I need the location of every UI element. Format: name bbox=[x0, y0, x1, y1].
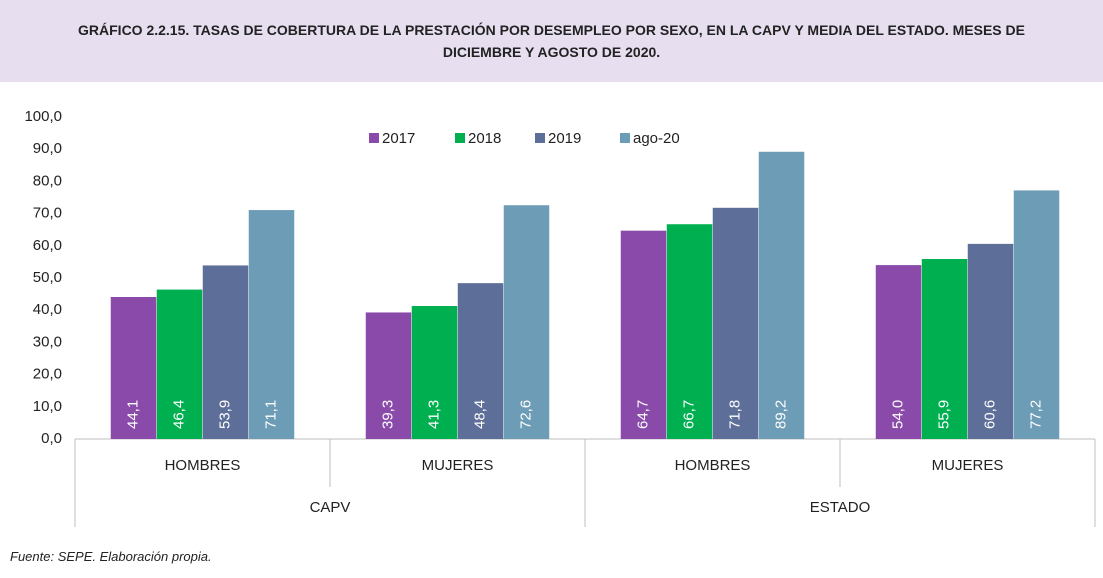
y-tick-label: 10,0 bbox=[33, 398, 62, 415]
x-tick-label: MUJERES bbox=[422, 457, 494, 474]
y-tick-label: 0,0 bbox=[41, 430, 62, 447]
bar bbox=[202, 265, 249, 439]
value-label: 71,1 bbox=[262, 400, 279, 429]
x-tick-label: HOMBRES bbox=[675, 457, 751, 474]
value-label: 89,2 bbox=[772, 400, 789, 429]
value-label: 60,6 bbox=[981, 400, 998, 429]
value-label: 41,3 bbox=[425, 400, 442, 429]
x-tick-label: HOMBRES bbox=[165, 457, 241, 474]
legend-swatch bbox=[369, 133, 379, 143]
y-tick-label: 100,0 bbox=[24, 108, 62, 125]
legend-swatch bbox=[455, 133, 465, 143]
bar bbox=[1013, 190, 1060, 439]
header-band: GRÁFICO 2.2.15. TASAS DE COBERTURA DE LA… bbox=[0, 0, 1103, 82]
legend-swatch bbox=[620, 133, 630, 143]
value-label: 66,7 bbox=[680, 400, 697, 429]
bar bbox=[411, 306, 458, 439]
value-label: 53,9 bbox=[216, 400, 233, 429]
bar bbox=[365, 312, 412, 439]
y-tick-label: 90,0 bbox=[33, 140, 62, 157]
bar bbox=[758, 151, 805, 439]
group-label: ESTADO bbox=[810, 499, 871, 516]
bar bbox=[503, 205, 550, 439]
value-label: 55,9 bbox=[935, 400, 952, 429]
bar bbox=[921, 259, 968, 439]
y-tick-label: 70,0 bbox=[33, 205, 62, 222]
value-label: 44,1 bbox=[124, 400, 141, 429]
bar bbox=[967, 243, 1014, 439]
y-tick-label: 60,0 bbox=[33, 237, 62, 254]
y-tick-label: 50,0 bbox=[33, 269, 62, 286]
bar bbox=[620, 230, 667, 439]
legend-label: ago-20 bbox=[633, 130, 680, 147]
value-label: 71,8 bbox=[726, 400, 743, 429]
y-tick-label: 80,0 bbox=[33, 172, 62, 189]
value-label: 48,4 bbox=[471, 400, 488, 429]
y-tick-label: 20,0 bbox=[33, 366, 62, 383]
legend-label: 2019 bbox=[548, 130, 581, 147]
legend-label: 2018 bbox=[468, 130, 501, 147]
group-label: CAPV bbox=[310, 499, 351, 516]
value-label: 72,6 bbox=[517, 400, 534, 429]
y-tick-label: 40,0 bbox=[33, 301, 62, 318]
value-label: 54,0 bbox=[889, 400, 906, 429]
bar bbox=[875, 265, 922, 439]
legend-label: 2017 bbox=[382, 130, 415, 147]
bar bbox=[712, 207, 759, 439]
legend-swatch bbox=[535, 133, 545, 143]
value-label: 39,3 bbox=[379, 400, 396, 429]
bar bbox=[156, 289, 203, 439]
bar bbox=[110, 296, 157, 439]
bar bbox=[666, 224, 713, 439]
value-label: 64,7 bbox=[634, 400, 651, 429]
chart-title: GRÁFICO 2.2.15. TASAS DE COBERTURA DE LA… bbox=[78, 22, 1025, 60]
value-label: 77,2 bbox=[1027, 400, 1044, 429]
bar bbox=[457, 283, 504, 439]
y-tick-label: 30,0 bbox=[33, 333, 62, 350]
x-tick-label: MUJERES bbox=[932, 457, 1004, 474]
bar bbox=[248, 210, 295, 439]
value-label: 46,4 bbox=[170, 400, 187, 429]
source-note: Fuente: SEPE. Elaboración propia. bbox=[10, 549, 212, 564]
